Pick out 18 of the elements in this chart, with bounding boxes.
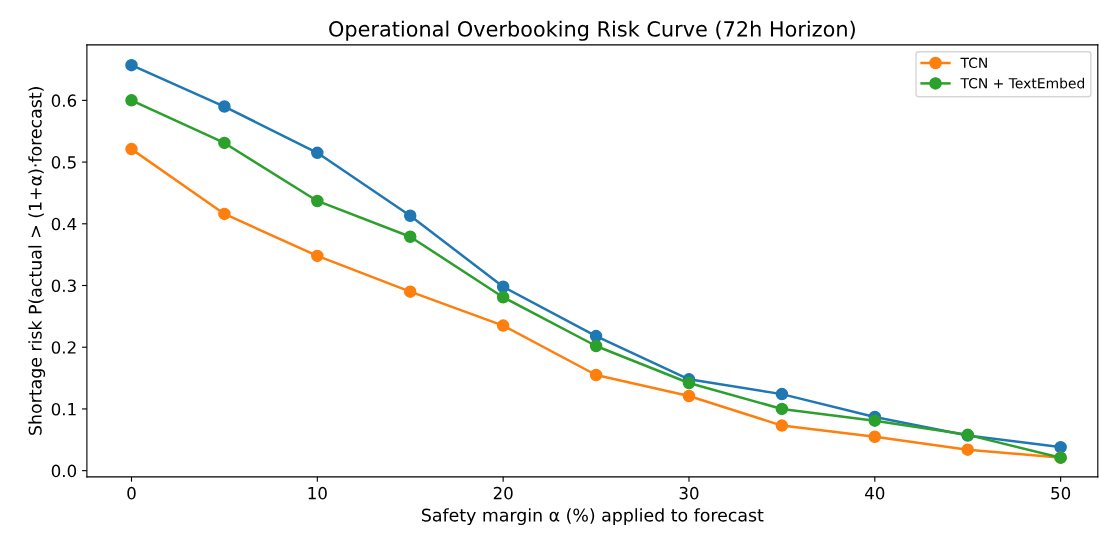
x-tick-label: 40 xyxy=(865,486,885,500)
y-tick-label: 0.2 xyxy=(51,341,76,354)
x-tick-label: 20 xyxy=(493,486,513,500)
y-tick-label: 0.1 xyxy=(51,402,76,416)
chart-title: Operational Overbooking Risk Curve (72h Horizon) xyxy=(329,20,855,41)
legend-label: TCN xyxy=(960,57,987,69)
x-axis-title: Safety margin α (%) applied to forecast xyxy=(421,508,764,526)
x-tick-label: 50 xyxy=(1051,486,1071,500)
y-axis-title: Shortage risk P(actual > (1+α)·forecast) xyxy=(28,87,46,435)
y-tick-label: 0.4 xyxy=(51,217,77,231)
x-tick-label: 10 xyxy=(308,486,327,500)
y-tick-label: 0.6 xyxy=(51,94,77,107)
y-tick-label: 0.5 xyxy=(51,156,76,169)
y-tick-label: 0.3 xyxy=(51,279,76,293)
legend-label: TCN + TextEmbed xyxy=(960,77,1085,89)
x-tick-label: 30 xyxy=(679,486,699,500)
y-tick-label: 0.0 xyxy=(51,464,77,478)
x-tick-label: 0 xyxy=(127,486,136,500)
